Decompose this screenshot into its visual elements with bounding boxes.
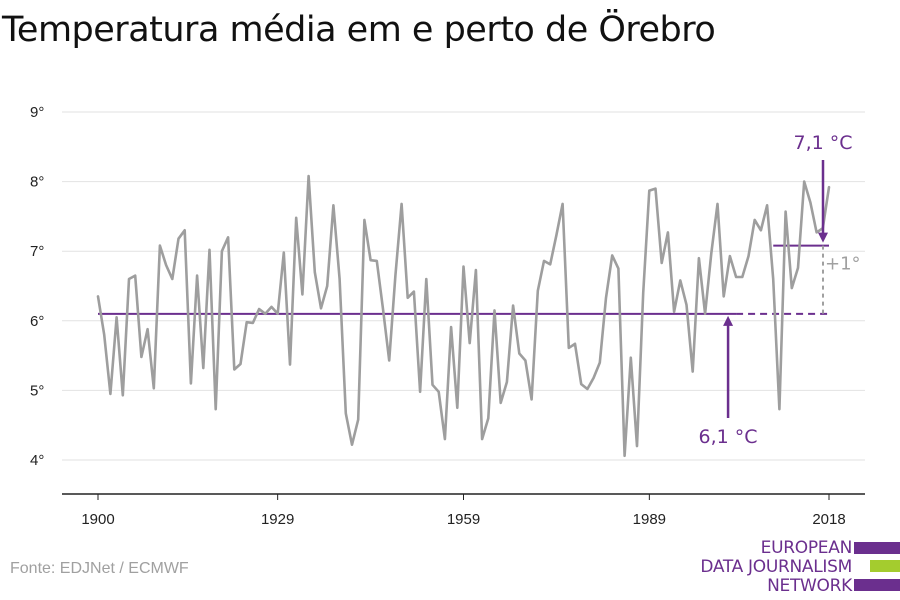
y-tick-label: 9°	[30, 104, 44, 121]
difference-label: +1°	[825, 254, 861, 275]
x-tick-label: 2018	[812, 511, 845, 528]
chart-title: Temperatura média em e perto de Örebro	[2, 10, 716, 50]
y-tick-label: 6°	[30, 313, 44, 330]
logo-line-network: NETWORK	[767, 576, 852, 596]
logo-bar-purple-top	[854, 542, 900, 554]
arrow-7-1-head	[818, 232, 828, 243]
label-7-1: 7,1 °C	[793, 132, 852, 154]
y-tick-label: 8°	[30, 174, 44, 191]
logo-bar-green	[870, 560, 900, 572]
temperature-series-line	[96, 174, 831, 458]
source-note: Fonte: EDJNet / ECMWF	[10, 560, 189, 577]
x-tick-label: 1959	[447, 511, 480, 528]
logo-line-data-journalism: DATA JOURNALISM	[700, 557, 852, 577]
x-tick-label: 1989	[633, 511, 666, 528]
x-tick-label: 1929	[261, 511, 294, 528]
axes: 4° 5° 6° 7° 8° 9° 1900 1929 1959 1989 2018	[30, 104, 865, 528]
logo-bar-purple-bottom	[854, 579, 900, 591]
y-tick-label: 4°	[30, 452, 44, 469]
y-tick-label: 7°	[30, 243, 44, 260]
reference-lines	[98, 244, 829, 315]
series-layer	[96, 174, 831, 458]
arrow-6-1-head	[723, 315, 734, 326]
x-tick-label: 1900	[81, 511, 114, 528]
y-tick-label: 5°	[30, 382, 44, 399]
edjnet-logo[interactable]: EUROPEAN DATA JOURNALISM NETWORK	[700, 538, 900, 596]
annotations: +1° 6,1 °C 7,1 °C	[699, 132, 861, 448]
logo-line-european: EUROPEAN	[760, 538, 853, 558]
gridlines	[62, 111, 865, 461]
label-6-1: 6,1 °C	[699, 426, 758, 448]
